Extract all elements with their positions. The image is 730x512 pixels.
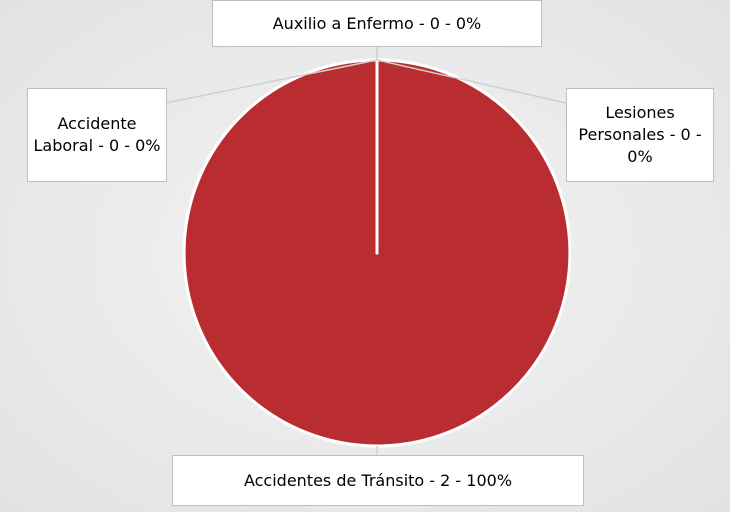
data-label: Lesiones Personales - 0 - 0% [566,88,714,182]
leader-line [376,59,567,104]
leader-line [165,59,378,104]
data-label: Accidente Laboral - 0 - 0% [27,88,167,182]
data-label: Accidentes de Tránsito - 2 - 100% [172,455,584,506]
data-label: Auxilio a Enfermo - 0 - 0% [212,0,542,47]
